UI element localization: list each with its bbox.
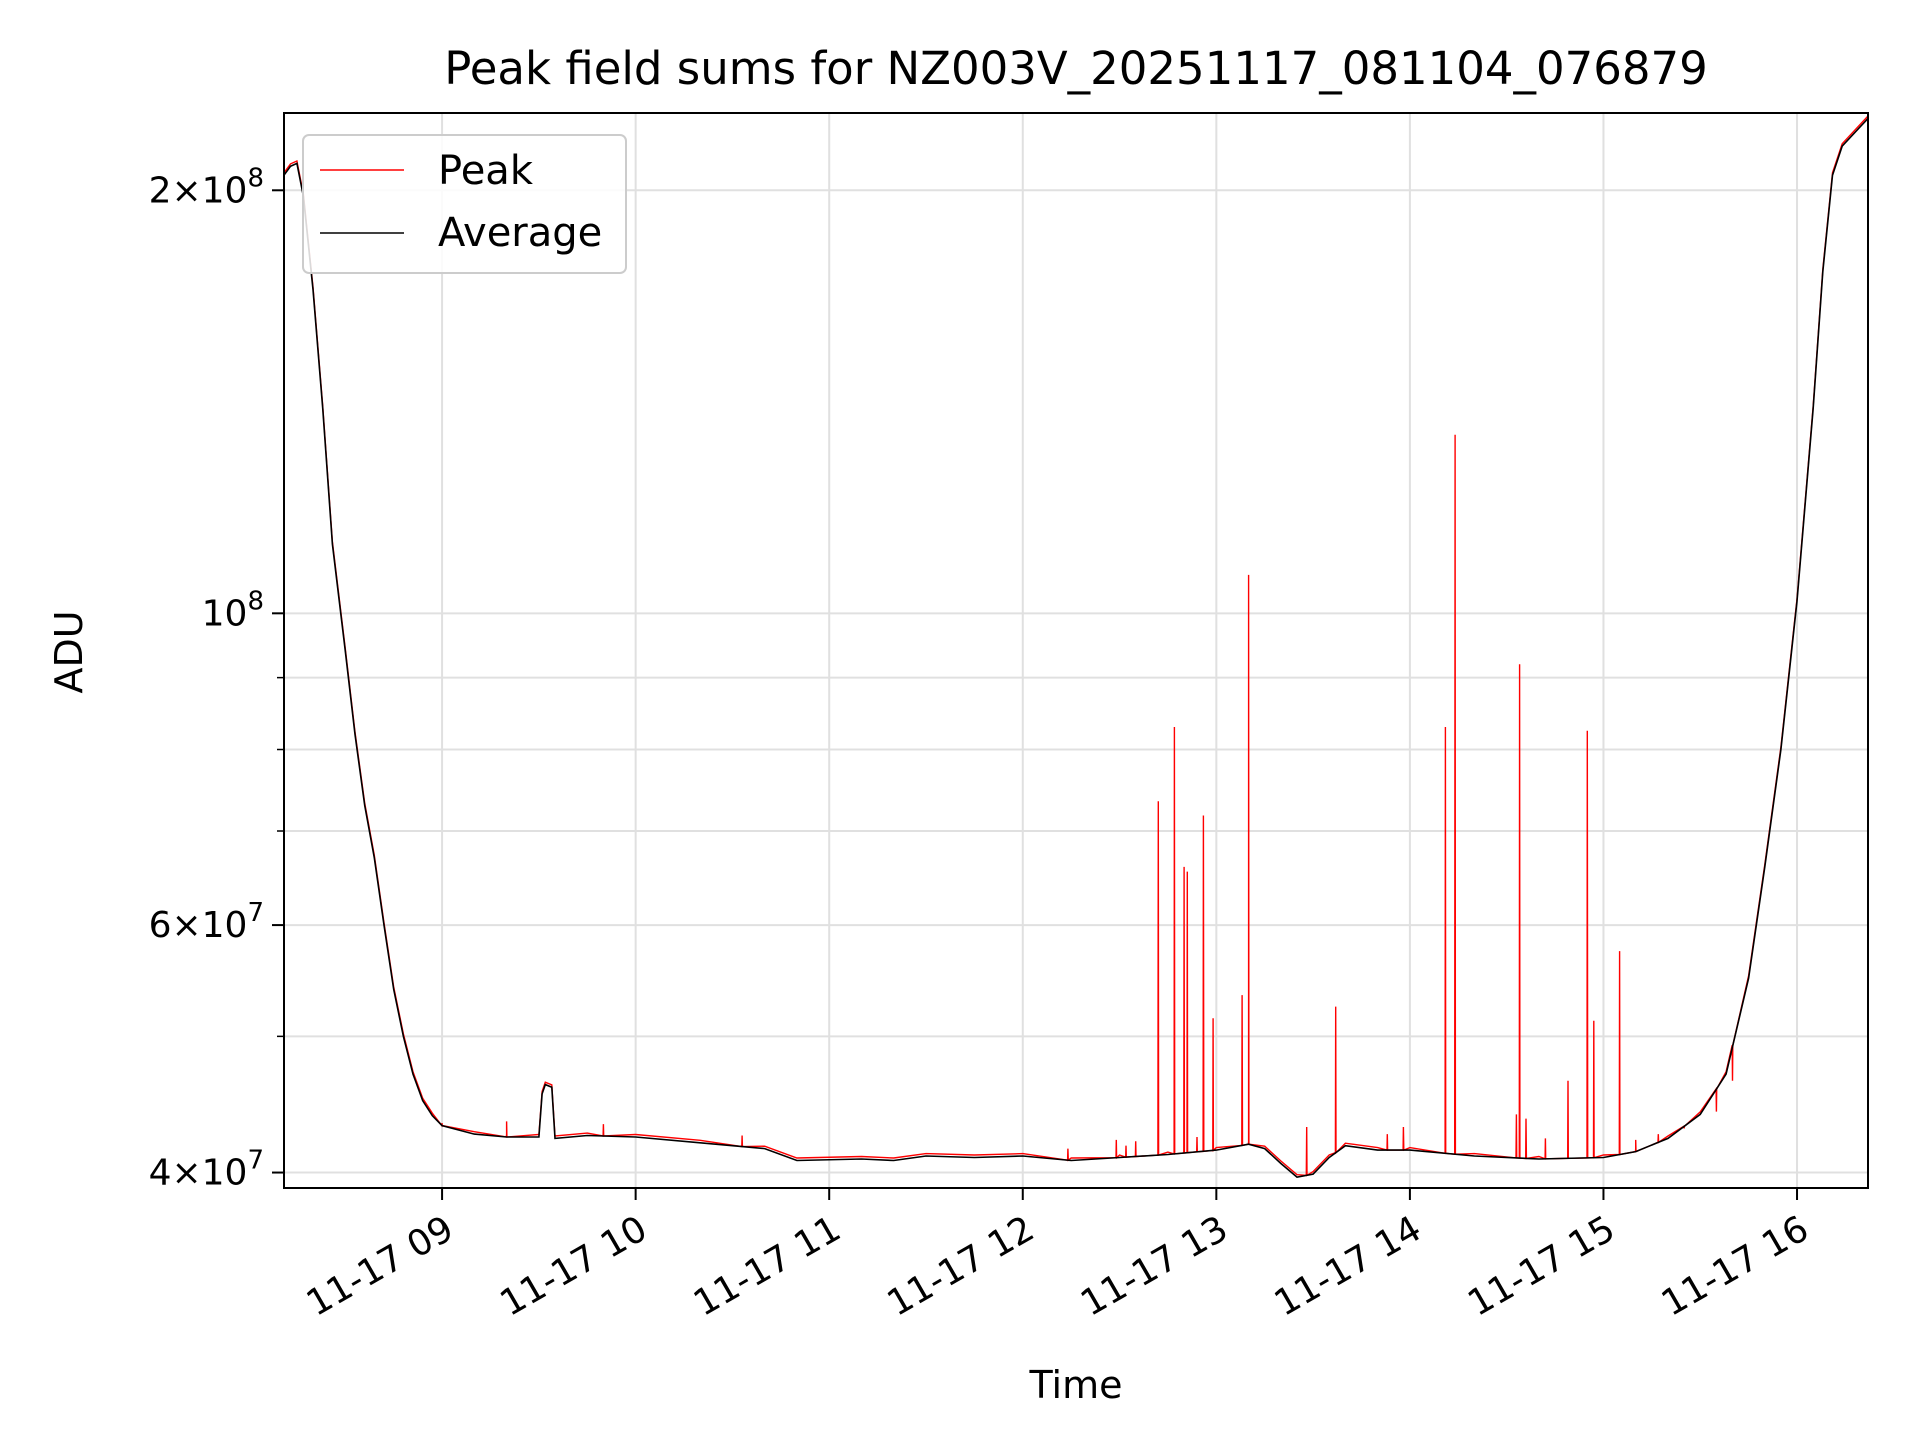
y-tick-label: 108 xyxy=(202,586,264,634)
y-tick-label: 4×107 xyxy=(149,1146,264,1194)
y-axis: 4×107 6×107 108 2×108 xyxy=(149,163,284,1194)
series-layer xyxy=(283,115,1869,1178)
legend: Peak Average xyxy=(302,134,627,274)
chart-title: Peak field sums for NZ003V_20251117_0811… xyxy=(444,42,1708,95)
y-tick-label: 2×108 xyxy=(149,163,264,211)
y-tick-label: 6×107 xyxy=(149,898,264,946)
series-average-line xyxy=(283,117,1869,1178)
legend-label-average: Average xyxy=(438,210,602,256)
series-peak-line xyxy=(283,115,1869,1177)
legend-label-peak: Peak xyxy=(438,148,534,194)
y-axis-label: ADU xyxy=(47,610,91,693)
x-axis-label: Time xyxy=(1029,1363,1123,1407)
plot-frame xyxy=(283,112,1869,1189)
